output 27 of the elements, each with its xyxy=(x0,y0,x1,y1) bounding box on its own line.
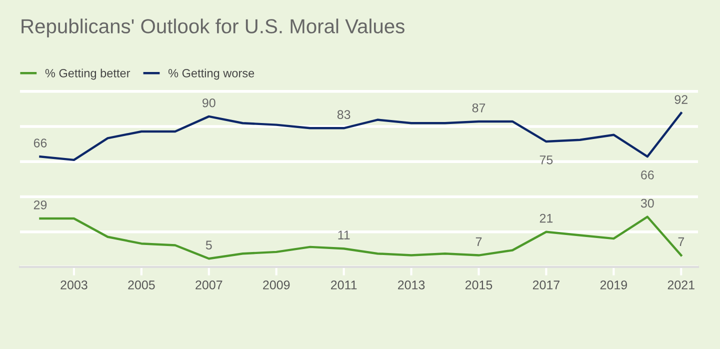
data-label: 29 xyxy=(34,200,47,210)
data-label: 5 xyxy=(206,240,212,250)
x-tick-label: 2009 xyxy=(263,280,290,290)
data-label: 30 xyxy=(640,198,654,208)
data-label: 87 xyxy=(472,103,486,112)
x-tick-label: 2019 xyxy=(600,280,627,290)
chart-title: Republicans' Outlook for U.S. Moral Values xyxy=(22,18,404,38)
legend-label: % Getting worse xyxy=(168,68,254,80)
x-tick-label: 2007 xyxy=(196,280,222,290)
data-label: 11 xyxy=(338,230,350,240)
x-tick-label: 2017 xyxy=(532,280,560,290)
data-label: 90 xyxy=(202,98,216,108)
data-label: 66 xyxy=(34,138,47,148)
data-label: 75 xyxy=(540,156,553,164)
data-label: 66 xyxy=(641,170,654,180)
x-tick-label: 2021 xyxy=(668,280,694,290)
x-tick-label: 2011 xyxy=(331,280,357,290)
data-label: 7 xyxy=(678,237,684,246)
x-tick-label: 2013 xyxy=(398,280,425,290)
x-tick-label: 2005 xyxy=(128,280,155,290)
data-label: 7 xyxy=(476,237,482,246)
x-tick-label: 2003 xyxy=(60,280,88,290)
data-label: 92 xyxy=(674,95,688,104)
x-tick-label: 2015 xyxy=(465,280,492,290)
data-label: 21 xyxy=(540,214,553,223)
data-label: 83 xyxy=(337,110,350,120)
legend-label: % Getting better xyxy=(45,68,130,80)
